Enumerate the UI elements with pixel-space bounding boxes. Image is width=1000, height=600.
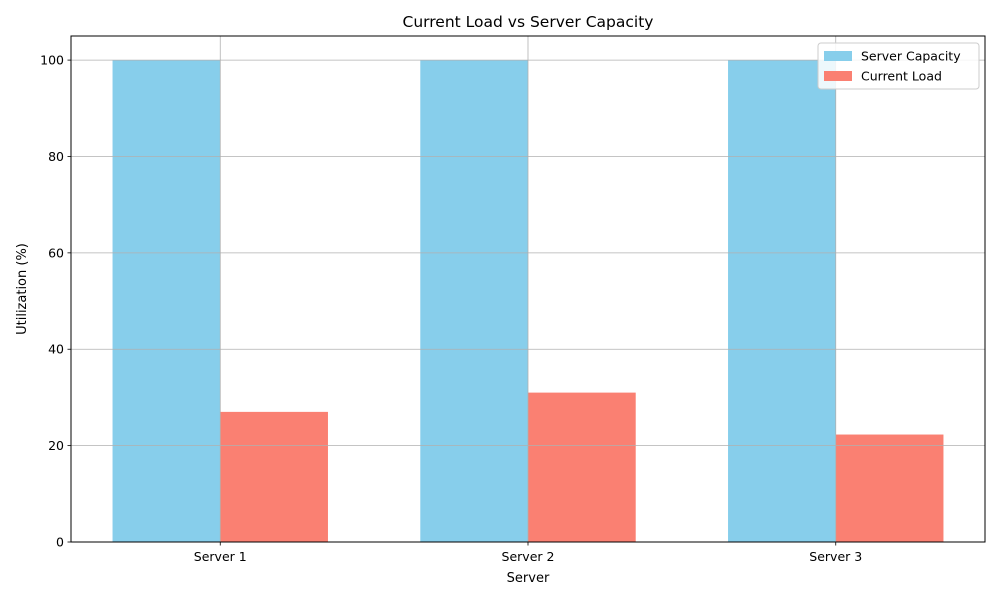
legend-label: Current Load — [861, 69, 942, 84]
legend-swatch — [824, 51, 852, 61]
x-tick-label: Server 1 — [194, 549, 247, 564]
load-bar — [835, 434, 944, 542]
bars — [112, 60, 944, 542]
legend-box — [817, 42, 980, 90]
load-bar — [528, 392, 636, 542]
x-tick-label: Server 2 — [502, 549, 555, 564]
y-axis-ticks: 0 20 40 60 80 100 — [40, 53, 71, 550]
y-tick-label: 0 — [56, 535, 64, 550]
y-tick-label: 100 — [40, 53, 64, 68]
y-axis-label: Utilization (%) — [15, 243, 30, 335]
legend-swatch — [824, 71, 852, 81]
legend: Server Capacity Current Load — [817, 42, 980, 90]
chart-title: Current Load vs Server Capacity — [403, 13, 654, 31]
legend-label: Server Capacity — [861, 49, 961, 64]
y-tick-label: 20 — [48, 438, 64, 453]
x-tick-label: Server 3 — [809, 549, 862, 564]
y-tick-label: 80 — [48, 149, 64, 164]
x-axis-ticks: Server 1 Server 2 Server 3 — [194, 542, 862, 564]
capacity-bar — [112, 60, 221, 542]
y-tick-label: 40 — [48, 342, 64, 357]
capacity-bar — [420, 60, 528, 542]
capacity-bar — [728, 60, 836, 542]
x-axis-label: Server — [507, 571, 550, 586]
y-tick-label: 60 — [48, 245, 64, 260]
load-bar — [220, 411, 328, 542]
